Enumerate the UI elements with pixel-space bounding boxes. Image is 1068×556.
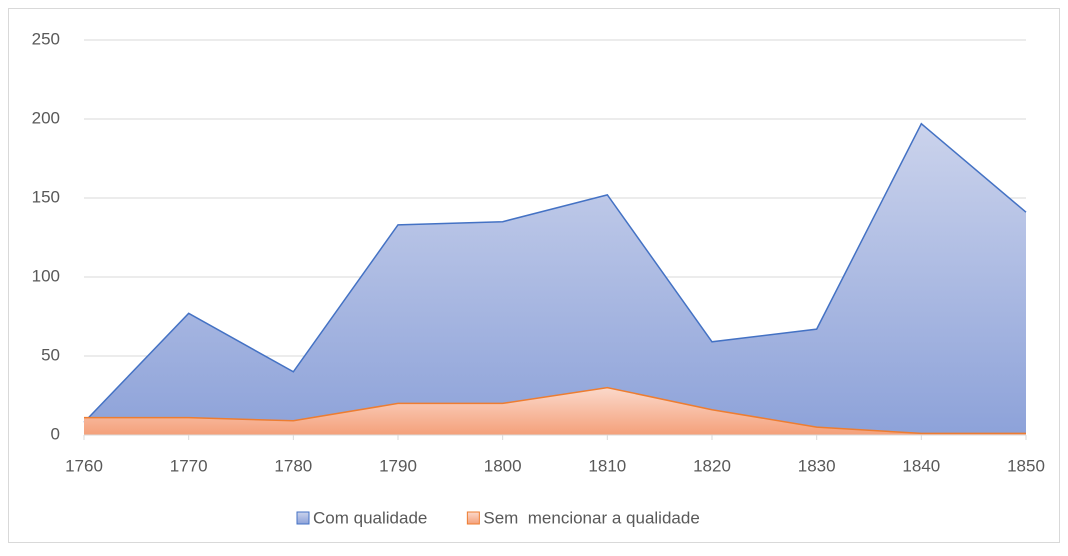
x-tick-label: 1820 xyxy=(693,456,731,475)
x-tick-label: 1840 xyxy=(902,456,940,475)
y-tick-label: 200 xyxy=(32,108,60,127)
legend-label: Com qualidade xyxy=(313,508,427,527)
y-tick-label: 250 xyxy=(32,29,60,48)
x-tick-label: 1810 xyxy=(588,456,626,475)
y-tick-label: 50 xyxy=(41,345,60,364)
y-tick-label: 150 xyxy=(32,187,60,206)
x-tick-label: 1760 xyxy=(65,456,103,475)
legend-label: Sem mencionar a qualidade xyxy=(483,508,699,527)
x-tick-label: 1770 xyxy=(170,456,208,475)
legend-swatch xyxy=(466,511,480,525)
area-line xyxy=(84,386,1026,435)
y-tick-label: 100 xyxy=(32,266,60,285)
area-line xyxy=(83,122,1027,423)
x-tick-label: 1850 xyxy=(1007,456,1045,475)
area-fill xyxy=(84,123,1026,436)
x-tick-label: 1790 xyxy=(379,456,417,475)
x-tick-label: 1800 xyxy=(484,456,522,475)
legend-swatch xyxy=(296,511,310,525)
x-tick-label: 1830 xyxy=(798,456,836,475)
x-tick-label: 1780 xyxy=(274,456,312,475)
y-tick-label: 0 xyxy=(51,424,60,443)
